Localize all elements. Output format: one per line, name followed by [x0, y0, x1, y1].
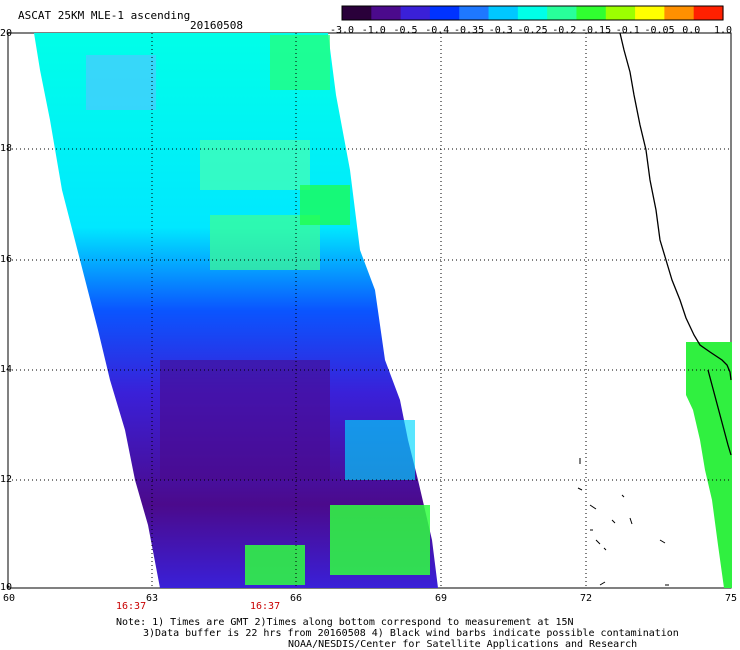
swath-cell — [160, 360, 330, 480]
y-label-16: 16 — [0, 254, 13, 265]
east-patch — [686, 342, 732, 588]
x-label-69: 69 — [435, 593, 448, 604]
note-line-3: NOAA/NESDIS/Center for Satellite Applica… — [288, 639, 638, 650]
colorbar-swatch — [459, 6, 490, 20]
gridlines — [8, 33, 731, 588]
x-label-72: 72 — [580, 593, 593, 604]
y-label-10: 10 — [0, 582, 13, 593]
colorbar — [341, 5, 724, 21]
swath-cell — [270, 35, 330, 90]
y-label-14: 14 — [0, 364, 13, 375]
x-label-66: 66 — [290, 593, 303, 604]
colorbar-swatch — [547, 6, 578, 20]
note-line-1: Note: 1) Times are GMT 2)Times along bot… — [116, 617, 574, 628]
map-title: ASCAT 25KM MLE-1 ascending — [18, 9, 191, 22]
swath-cell — [330, 505, 430, 575]
colorbar-swatch — [576, 6, 607, 20]
colorbar-swatch — [400, 6, 431, 20]
y-label-20: 20 — [0, 28, 13, 39]
colorbar-tick-label: -0.4 — [425, 25, 450, 36]
colorbar-swatch — [605, 6, 636, 20]
colorbar-tick-label: -1.0 — [361, 25, 386, 36]
colorbar-swatch — [693, 6, 724, 20]
colorbar-tick-label: 0.0 — [682, 25, 701, 36]
time-label-1: 16:37 — [116, 601, 147, 612]
colorbar-tick-label: -0.25 — [517, 25, 548, 36]
colorbar-swatch — [342, 6, 372, 20]
colorbar-swatch — [664, 6, 695, 20]
note-line-2: 3)Data buffer is 22 hrs from 20160508 4)… — [143, 628, 679, 639]
colorbar-swatch — [635, 6, 665, 20]
colorbar-tick-label: -0.05 — [644, 25, 675, 36]
swath-cell — [245, 545, 305, 585]
swath-cell — [86, 55, 156, 110]
satellite-swath — [34, 33, 438, 588]
swath-cell — [300, 185, 350, 225]
y-label-18: 18 — [0, 143, 13, 154]
x-label-60: 60 — [3, 593, 16, 604]
colorbar-swatch — [517, 6, 548, 20]
islands — [577, 458, 669, 586]
coastline — [619, 32, 732, 456]
swath-cell — [200, 140, 310, 190]
colorbar-tick-label: 1.0 — [714, 25, 733, 36]
map-date: 20160508 — [190, 19, 243, 32]
colorbar-tick-label: -0.3 — [488, 25, 513, 36]
colorbar-tick-label: -0.5 — [393, 25, 418, 36]
colorbar-tick-label: -0.2 — [552, 25, 577, 36]
time-label-2: 16:37 — [250, 601, 281, 612]
x-label-75: 75 — [725, 593, 738, 604]
colorbar-tick-label: -0.15 — [581, 25, 612, 36]
swath-cell — [345, 420, 415, 480]
colorbar-swatch — [429, 6, 460, 20]
colorbar-swatch — [488, 6, 519, 20]
y-label-12: 12 — [0, 474, 13, 485]
colorbar-swatch — [371, 6, 402, 20]
x-label-63: 63 — [146, 593, 159, 604]
colorbar-tick-label: -0.35 — [454, 25, 485, 36]
colorbar-tick-label: -3.0 — [330, 25, 355, 36]
colorbar-tick-label: -0.1 — [615, 25, 640, 36]
